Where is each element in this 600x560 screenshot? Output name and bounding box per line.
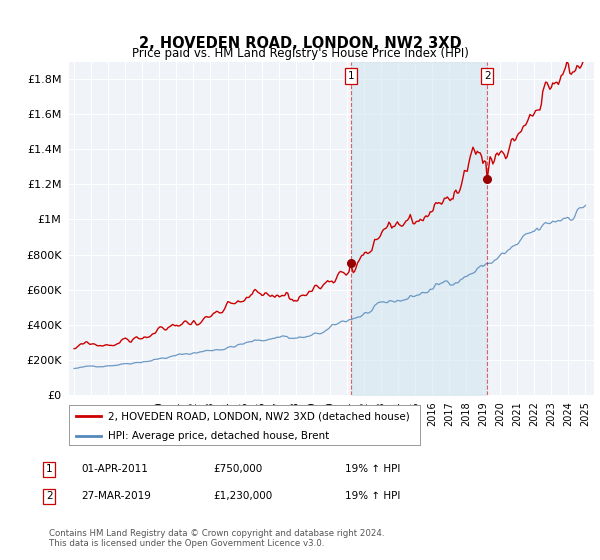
Text: Contains HM Land Registry data © Crown copyright and database right 2024.
This d: Contains HM Land Registry data © Crown c… <box>49 529 385 548</box>
Text: 2: 2 <box>46 491 53 501</box>
Text: £750,000: £750,000 <box>213 464 262 474</box>
Text: HPI: Average price, detached house, Brent: HPI: Average price, detached house, Bren… <box>107 431 329 441</box>
Text: 1: 1 <box>348 71 355 81</box>
Text: 2, HOVEDEN ROAD, LONDON, NW2 3XD: 2, HOVEDEN ROAD, LONDON, NW2 3XD <box>139 36 461 50</box>
Text: 27-MAR-2019: 27-MAR-2019 <box>81 491 151 501</box>
Text: 2, HOVEDEN ROAD, LONDON, NW2 3XD (detached house): 2, HOVEDEN ROAD, LONDON, NW2 3XD (detach… <box>107 411 409 421</box>
Text: 01-APR-2011: 01-APR-2011 <box>81 464 148 474</box>
Text: 19% ↑ HPI: 19% ↑ HPI <box>345 491 400 501</box>
Text: £1,230,000: £1,230,000 <box>213 491 272 501</box>
Text: 2: 2 <box>484 71 490 81</box>
Text: 1: 1 <box>46 464 53 474</box>
Text: 19% ↑ HPI: 19% ↑ HPI <box>345 464 400 474</box>
Text: Price paid vs. HM Land Registry's House Price Index (HPI): Price paid vs. HM Land Registry's House … <box>131 46 469 60</box>
